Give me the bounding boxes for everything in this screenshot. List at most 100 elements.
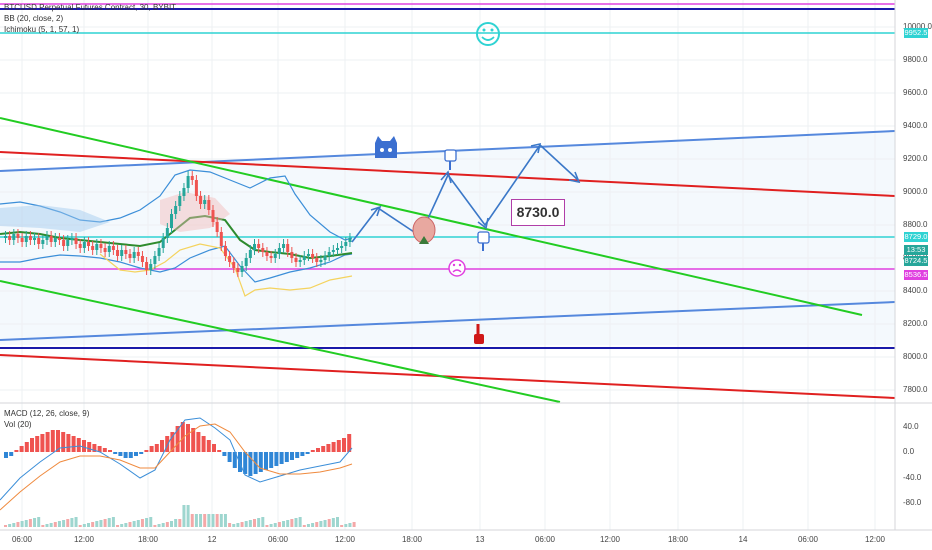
volume-bar [20,521,24,527]
candle [178,196,182,206]
volume-bar [290,519,294,527]
volume-bar [103,519,107,527]
frown-icon[interactable] [448,259,466,277]
candle [315,258,319,262]
macd-bar [310,450,315,452]
time-axis-label: 06:00 [267,535,289,544]
volume-bar [261,517,265,527]
macd-bar [284,452,289,462]
candle [28,236,32,240]
volume-bar [306,524,310,527]
macd-bar [35,436,40,452]
macd-bar [269,452,274,468]
volume-bar [348,523,352,527]
time-axis-label: 14 [738,535,748,544]
volume-bar [327,519,331,527]
candle [286,244,290,252]
macd-axis-label: 40.0 [903,422,919,431]
green-trendline-upper[interactable] [0,117,863,316]
candle [91,246,95,250]
green-trendline-lower[interactable] [0,280,561,403]
volume-bar [282,521,286,527]
vol-legend[interactable]: Vol (20) [4,420,32,429]
candle [215,222,219,232]
volume-bar [194,514,198,527]
candle [145,262,149,270]
macd-bar [290,452,294,460]
volume-bar [49,523,53,527]
price-axis-label: 9800.0 [903,55,928,64]
macd-bar [113,452,118,454]
candle [107,246,111,252]
volume-bar [78,525,82,527]
time-axis-label: 18:00 [137,535,159,544]
macd-legend[interactable]: MACD (12, 26, close, 9) [4,409,90,418]
macd-bar [118,452,123,456]
candle [240,266,244,272]
time-axis-label: 18:00 [667,535,689,544]
octocat-icon[interactable] [375,136,397,158]
ichimoku-lagging [99,243,353,297]
macd-bar [175,426,180,452]
price-axis-label: 8200.0 [903,319,928,328]
time-axis-label: 12:00 [864,535,886,544]
macd-bar [92,444,97,452]
pointing-down-hand-icon[interactable] [477,231,490,251]
candle [8,236,12,240]
macd-bar [264,452,268,470]
candle [228,256,232,262]
candle [124,250,128,254]
macd-bar [30,438,34,452]
volume-bar [232,524,236,527]
blue-trendline-lower[interactable] [0,301,896,341]
macd-bar [222,452,227,456]
volume-bar [311,523,315,527]
macd-histogram[interactable] [4,422,352,476]
bb-legend[interactable]: BB (20, close, 2) [4,14,64,23]
time-axis-label: 18:00 [401,535,423,544]
macd-bar [274,452,279,466]
candle [66,240,70,246]
macd-bar [154,444,159,452]
candle [223,246,227,256]
volume-bar [12,523,16,527]
candle [24,236,28,242]
macd-bar [186,424,190,452]
candlesticks[interactable] [4,171,352,277]
candle [170,214,173,228]
macd-signal [0,423,353,511]
candle [157,248,161,256]
macd-bar [316,448,320,452]
price-callout[interactable]: 8730.0 [511,199,565,226]
volume-bars[interactable] [4,505,356,527]
candle [41,240,45,244]
candle [116,250,120,256]
macd-bar [326,444,331,452]
volume-bar [319,521,323,527]
candle [327,252,331,256]
candle [294,258,298,262]
projection-arrows[interactable] [351,142,581,243]
macd-bar [71,436,76,452]
candle [257,244,261,248]
ichimoku-legend[interactable]: Ichimoku (5, 1, 57, 1) [4,25,80,34]
red-hand-icon[interactable] [474,324,484,344]
sell-zone-icon[interactable] [412,216,436,244]
candle [265,252,269,256]
volume-bar [248,520,252,527]
volume-bar [331,518,335,527]
candle [37,238,41,244]
macd-bar [232,452,237,468]
candle [70,238,74,240]
pointing-down-hand-icon[interactable] [444,149,457,170]
red-trendline-upper[interactable] [0,151,896,197]
time-axis-label: 06:00 [11,535,33,544]
red-trendline-lower[interactable] [0,354,896,399]
macd-bar [97,446,102,452]
price-axis-label: 9000.0 [903,187,928,196]
smiley-icon[interactable] [476,22,500,46]
volume-bar [170,521,173,527]
macd-bar [165,436,170,452]
candle [78,244,82,248]
